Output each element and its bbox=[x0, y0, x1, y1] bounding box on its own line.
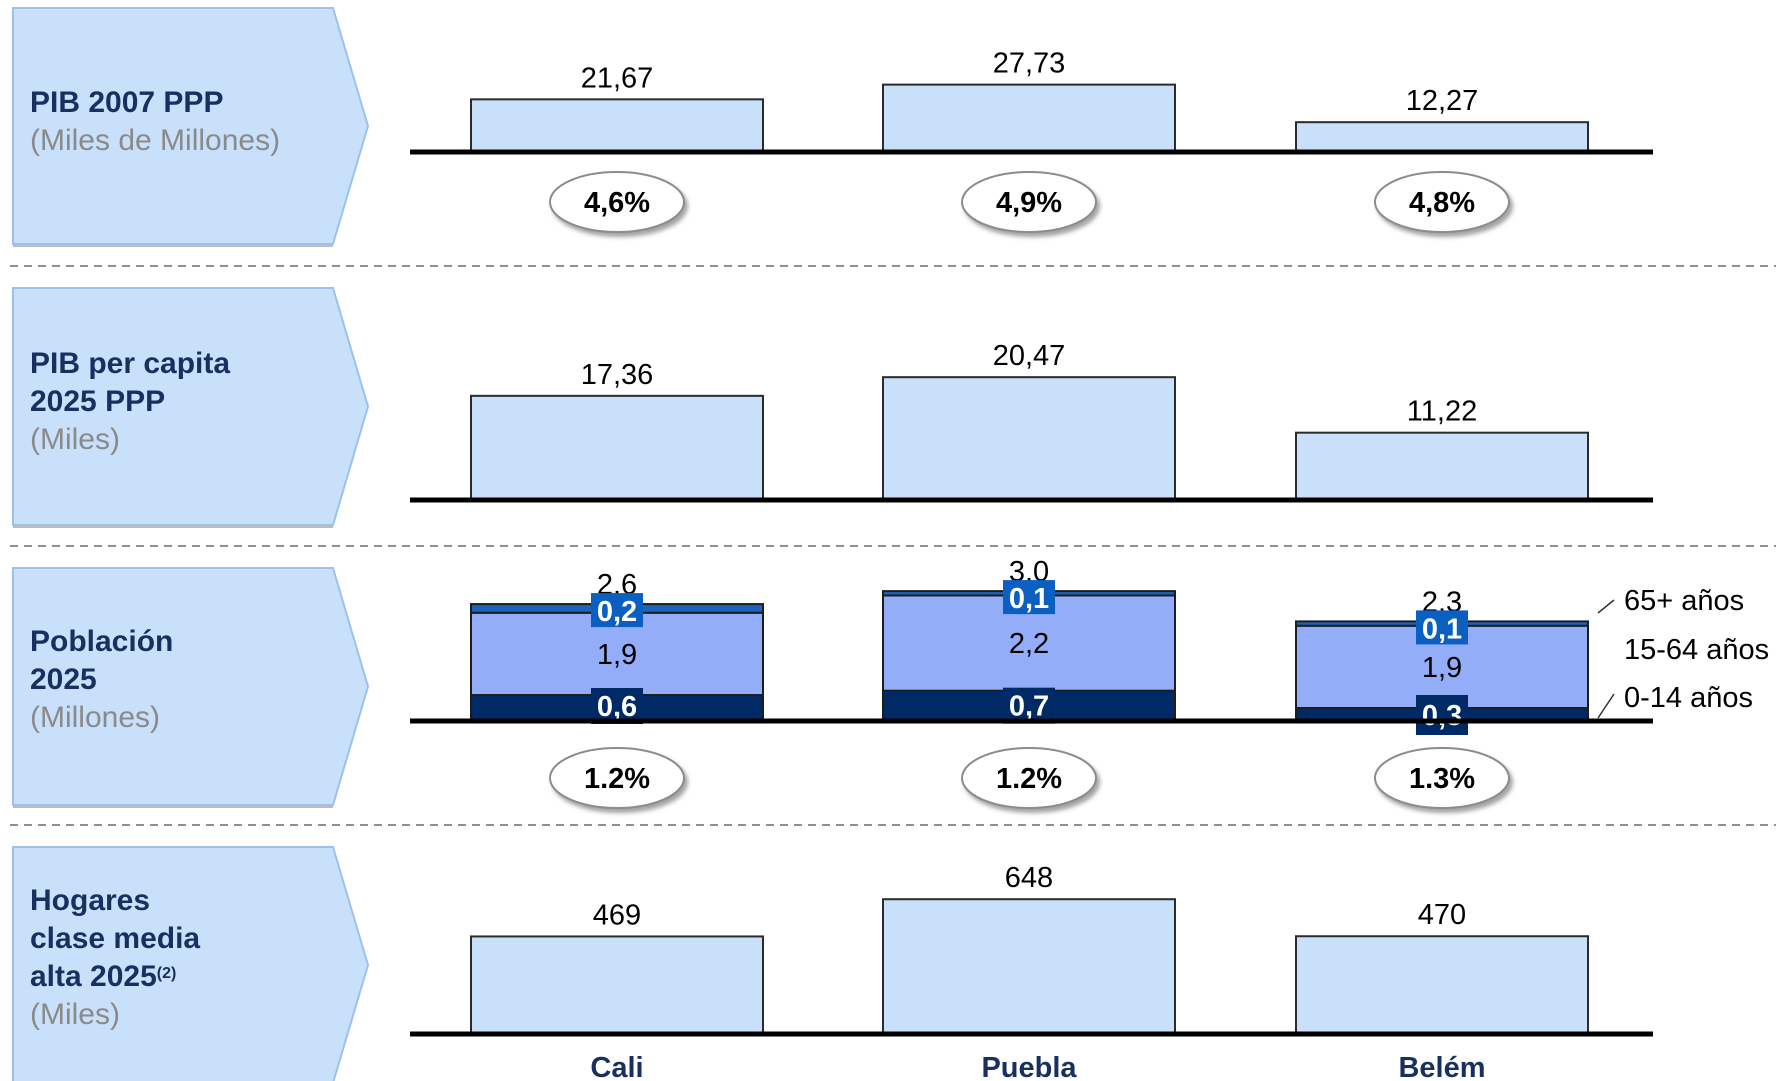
bar-r1-puebla bbox=[882, 83, 1176, 153]
row-title-hogares-line2: clase media bbox=[30, 922, 201, 955]
footnote-marker: (2) bbox=[156, 965, 177, 982]
badge-label-0-14-puebla: 0,7 bbox=[1009, 691, 1049, 723]
badge-65-cali bbox=[591, 593, 643, 628]
row-panel-4 bbox=[12, 846, 370, 1081]
row-panel-1 bbox=[12, 7, 370, 245]
bar-r1-cali bbox=[470, 98, 764, 154]
badge-label-65-puebla: 0,1 bbox=[1009, 583, 1049, 615]
row-title-hogares-line3-text: alta 2025 bbox=[30, 960, 157, 993]
row-title-pib-per-capita-line2: 2025 PPP bbox=[30, 385, 166, 418]
growth-label-r1-cali: 4,6% bbox=[584, 187, 650, 219]
category-label-cali: Cali bbox=[590, 1052, 643, 1081]
row-unit-poblacion: (Millones) bbox=[30, 701, 161, 734]
badge-0-14-belem bbox=[1416, 695, 1468, 735]
row-title-pib-per-capita-line1: PIB per capita bbox=[30, 347, 231, 380]
badge-0-14-puebla bbox=[1003, 687, 1055, 724]
growth-ellipse-r3-cali bbox=[549, 747, 685, 809]
bar-r2-cali bbox=[470, 394, 764, 501]
value-label-r2-cali: 17,36 bbox=[581, 359, 654, 391]
growth-ellipse-r1-puebla bbox=[961, 171, 1097, 233]
bar-r2-belem bbox=[1295, 431, 1589, 501]
badge-0-14-cali bbox=[591, 688, 643, 724]
badge-label-0-14-belem: 0,3 bbox=[1422, 700, 1462, 732]
row-panel-3 bbox=[12, 567, 370, 806]
badge-label-65-cali: 0,2 bbox=[597, 596, 637, 628]
bar-r2-puebla bbox=[882, 376, 1176, 501]
growth-label-r1-belem: 4,8% bbox=[1409, 187, 1475, 219]
legend-label-0-14: 0-14 años bbox=[1624, 682, 1753, 714]
badge-label-65-belem: 0,1 bbox=[1422, 613, 1462, 645]
category-label-puebla: Puebla bbox=[981, 1052, 1077, 1081]
badge-65-belem bbox=[1416, 610, 1468, 645]
segment-label-15-64-cali: 1,9 bbox=[597, 639, 637, 671]
category-label-belem: Belém bbox=[1398, 1052, 1485, 1081]
row-label-pib: PIB 2007 PPP (Miles de Millones) bbox=[30, 84, 330, 160]
bar-r4-belem bbox=[1295, 935, 1589, 1035]
row-label-pib-per-capita: PIB per capita 2025 PPP (Miles) bbox=[30, 345, 330, 459]
growth-label-r3-cali: 1.2% bbox=[584, 763, 650, 795]
growth-label-r3-puebla: 1.2% bbox=[996, 763, 1062, 795]
value-label-r2-puebla: 20,47 bbox=[993, 340, 1066, 372]
bar-r1-belem bbox=[1295, 121, 1589, 153]
row-unit-pib: (Miles de Millones) bbox=[30, 124, 281, 157]
segment-label-15-64-belem: 1,9 bbox=[1422, 652, 1462, 684]
value-label-r1-cali: 21,67 bbox=[581, 62, 654, 94]
value-label-r1-puebla: 27,73 bbox=[993, 48, 1066, 80]
bar-r4-cali bbox=[470, 935, 764, 1035]
row-unit-pib-per-capita: (Miles) bbox=[30, 423, 120, 456]
legend-label-15-64: 15-64 años bbox=[1624, 634, 1769, 666]
growth-ellipse-r3-belem bbox=[1374, 747, 1510, 809]
value-label-r2-belem: 11,22 bbox=[1407, 396, 1477, 428]
growth-ellipse-r1-belem bbox=[1374, 171, 1510, 233]
segment-label-15-64-puebla: 2,2 bbox=[1009, 628, 1049, 660]
row-title-poblacion-line1: Población bbox=[30, 625, 174, 658]
row-label-hogares: Hogares clase media alta 2025(2) (Miles) bbox=[30, 882, 330, 1034]
growth-label-r1-puebla: 4,9% bbox=[996, 187, 1062, 219]
growth-label-r3-belem: 1.3% bbox=[1409, 763, 1475, 795]
growth-ellipse-r1-cali bbox=[549, 171, 685, 233]
legend-leader-65 bbox=[1597, 599, 1615, 614]
row-title-pib: PIB 2007 PPP bbox=[30, 86, 224, 119]
row-title-hogares-line3: alta 2025(2) bbox=[30, 958, 330, 996]
badge-65-puebla bbox=[1003, 580, 1055, 615]
row-panel-2 bbox=[12, 287, 370, 526]
growth-ellipse-r3-puebla bbox=[961, 747, 1097, 809]
row-label-poblacion: Población 2025 (Millones) bbox=[30, 623, 330, 737]
row-unit-hogares: (Miles) bbox=[30, 998, 120, 1031]
value-label-r4-belem: 470 bbox=[1418, 899, 1466, 931]
badge-label-0-14-cali: 0,6 bbox=[597, 691, 637, 723]
value-label-r1-belem: 12,27 bbox=[1406, 85, 1479, 117]
legend-label-65: 65+ años bbox=[1624, 585, 1744, 617]
value-label-r4-puebla: 648 bbox=[1005, 862, 1053, 894]
value-label-r4-cali: 469 bbox=[593, 899, 641, 931]
bar-r4-puebla bbox=[882, 898, 1176, 1035]
legend-leader-0-14 bbox=[1597, 693, 1615, 719]
row-title-poblacion-line2: 2025 bbox=[30, 663, 97, 696]
row-title-hogares-line1: Hogares bbox=[30, 884, 151, 917]
